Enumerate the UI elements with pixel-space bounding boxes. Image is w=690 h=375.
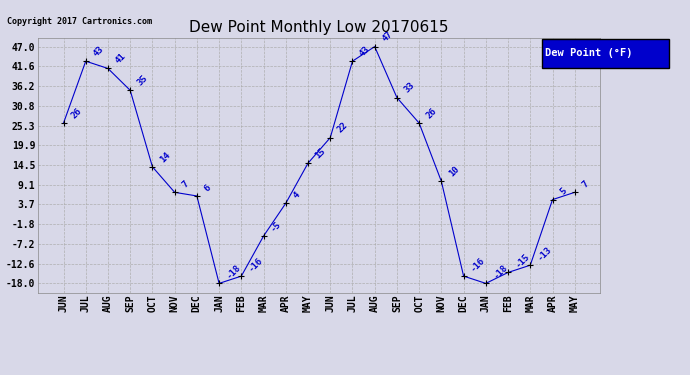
Text: -5: -5 [269,219,283,233]
Text: 7: 7 [580,179,591,189]
Text: -18: -18 [225,263,242,280]
Text: 41: 41 [114,52,128,66]
Text: 7: 7 [180,179,190,189]
Text: 26: 26 [425,106,439,120]
Title: Dew Point Monthly Low 20170615: Dew Point Monthly Low 20170615 [189,20,449,35]
Text: 5: 5 [558,187,569,197]
Text: 43: 43 [358,44,372,58]
Text: 22: 22 [336,121,350,135]
Text: -18: -18 [491,263,509,280]
Text: 10: 10 [447,165,461,178]
Text: 15: 15 [313,146,328,160]
Text: -16: -16 [469,256,487,273]
Text: 33: 33 [402,81,417,95]
Text: -13: -13 [536,244,553,262]
Text: 26: 26 [69,106,83,120]
Text: 35: 35 [136,74,150,87]
Text: 14: 14 [158,150,172,164]
Text: Dew Point (°F): Dew Point (°F) [545,48,633,58]
Text: -16: -16 [247,256,265,273]
Text: 6: 6 [202,183,213,193]
Text: 43: 43 [91,44,106,58]
Text: Copyright 2017 Cartronics.com: Copyright 2017 Cartronics.com [7,17,152,26]
Text: 4: 4 [291,190,302,201]
Text: -15: -15 [513,252,531,270]
Text: 47: 47 [380,30,394,44]
